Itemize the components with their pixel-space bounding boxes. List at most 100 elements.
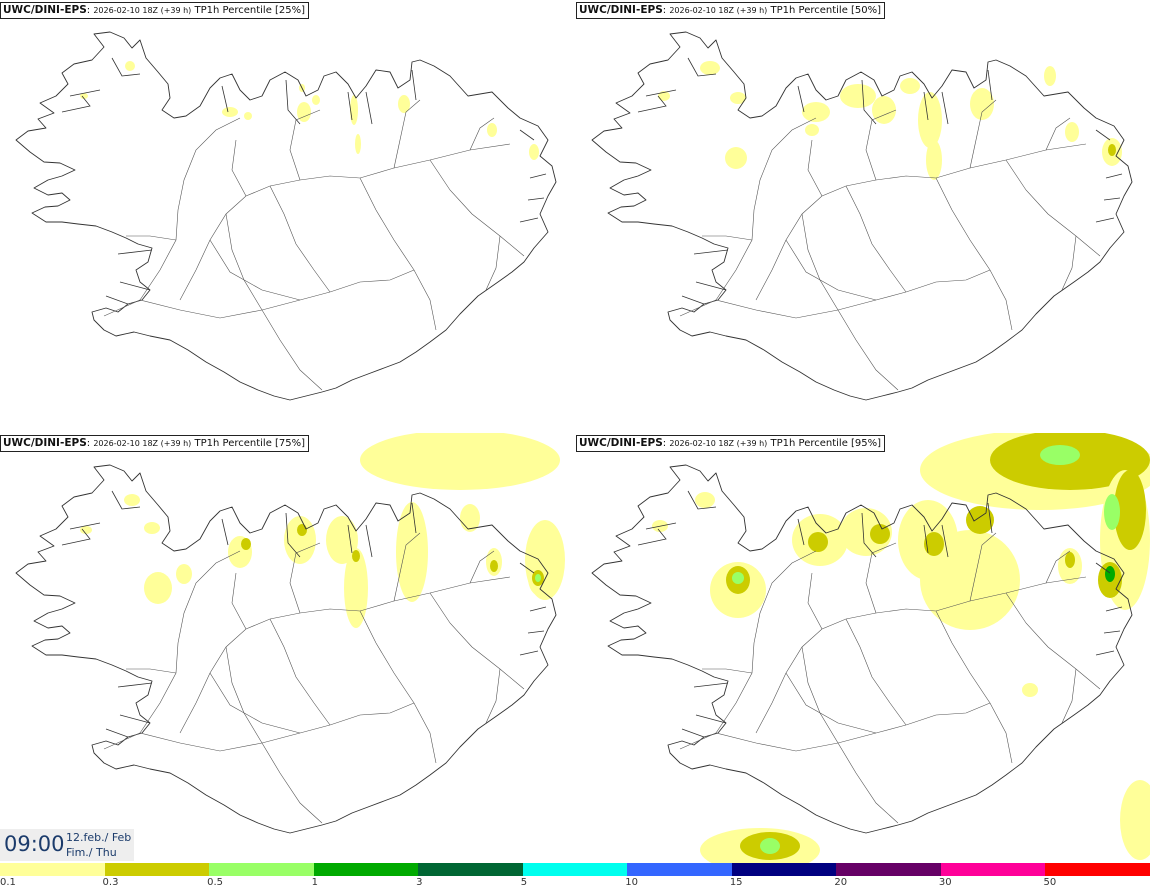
fjord-line xyxy=(365,524,373,558)
precip-area xyxy=(398,95,410,113)
precip-area xyxy=(487,123,497,137)
fjord-line xyxy=(687,490,717,510)
fjord-line xyxy=(1095,562,1111,574)
road xyxy=(785,672,877,734)
road xyxy=(126,235,177,241)
precip-area xyxy=(535,574,541,582)
fjord-line xyxy=(119,714,151,724)
map-panel-p25: UWC/DINI-EPS: 2026-02-10 18Z (+39 h) TP1… xyxy=(0,0,575,432)
run-time: 2026-02-10 18Z (+39 h) xyxy=(93,6,192,15)
colorbar-label: 10 xyxy=(625,877,638,888)
road xyxy=(969,99,997,169)
road xyxy=(865,109,897,181)
road-network xyxy=(61,490,547,824)
road xyxy=(702,668,753,674)
panel-title: UWC/DINI-EPS: 2026-02-10 18Z (+39 h) TP1… xyxy=(576,435,886,452)
fjord-line xyxy=(117,682,153,688)
road xyxy=(289,542,321,614)
precip-area xyxy=(241,538,251,550)
map-panel-p75: UWC/DINI-EPS: 2026-02-10 18Z (+39 h) TP1… xyxy=(0,433,575,865)
precip-area xyxy=(1120,780,1150,860)
precip-area xyxy=(1108,144,1116,156)
precip-area xyxy=(244,112,252,120)
fjord-line xyxy=(411,502,417,534)
coastline xyxy=(591,464,1133,834)
colorbar-swatch xyxy=(940,863,1046,876)
fjord-line xyxy=(105,728,129,738)
precip-area xyxy=(900,78,920,94)
fjord-line xyxy=(527,197,545,201)
fjord-line xyxy=(519,650,539,656)
precip-area xyxy=(732,572,744,584)
road xyxy=(715,550,817,734)
road xyxy=(126,668,177,674)
model-name: UWC/DINI-EPS xyxy=(3,4,87,16)
road-network xyxy=(637,490,1123,824)
precip-area xyxy=(1040,445,1080,465)
precip-area xyxy=(312,95,320,105)
precip-area xyxy=(144,572,172,604)
road xyxy=(329,269,415,293)
road xyxy=(1045,550,1071,584)
precip-area xyxy=(396,502,428,602)
precip-area xyxy=(297,102,311,122)
valid-time-box: 09:00 12.feb./ Feb Fim./ Thu xyxy=(0,829,134,861)
fjord-line xyxy=(61,528,91,546)
precip-colorbar xyxy=(0,863,1150,876)
precip-area xyxy=(222,107,238,117)
precip-area xyxy=(805,124,819,136)
fjord-line xyxy=(687,57,717,77)
fjord-line xyxy=(69,89,101,97)
colorbar-label: 20 xyxy=(834,877,848,888)
road xyxy=(469,117,495,151)
fjord-line xyxy=(285,512,301,558)
fjord-line xyxy=(519,217,539,223)
fjord-line xyxy=(411,69,417,101)
fjord-line xyxy=(519,129,535,141)
fjord-line xyxy=(1103,630,1121,634)
fjord-line xyxy=(861,512,877,558)
fjord-line xyxy=(987,69,993,101)
precip-area xyxy=(918,92,942,148)
precip-area xyxy=(490,560,498,572)
coastline xyxy=(15,464,557,834)
fjord-line xyxy=(285,79,301,125)
precip-area xyxy=(802,102,830,122)
run-time: 2026-02-10 18Z (+39 h) xyxy=(93,439,192,448)
iceland-map xyxy=(15,433,565,834)
fjord-line xyxy=(61,95,91,113)
fjord-line xyxy=(111,57,141,77)
precip-area xyxy=(360,433,560,490)
road xyxy=(429,592,525,690)
fjord-line xyxy=(645,522,677,530)
fjord-line xyxy=(347,91,353,121)
fjord-line xyxy=(529,173,547,179)
precip-area xyxy=(1105,566,1115,582)
precip-area xyxy=(870,524,890,544)
precip-area xyxy=(124,494,140,506)
precip-area xyxy=(80,526,92,534)
fjord-line xyxy=(1105,173,1123,179)
road xyxy=(679,291,907,319)
colorbar-label: 30 xyxy=(938,877,952,888)
fjord-line xyxy=(69,522,101,530)
fjord-line xyxy=(987,502,993,534)
fjord-line xyxy=(529,606,547,612)
fjord-line xyxy=(693,249,729,255)
precip-area xyxy=(872,96,896,124)
precip-area xyxy=(966,506,994,534)
road xyxy=(807,572,823,630)
road xyxy=(139,117,241,301)
fjord-line xyxy=(1103,197,1121,201)
colorbar-swatch xyxy=(313,863,419,876)
colorbar-swatch xyxy=(836,863,941,876)
fjord-line xyxy=(681,728,705,738)
road xyxy=(865,542,897,614)
fjord-line xyxy=(221,85,229,113)
precip-area xyxy=(808,532,828,552)
road xyxy=(359,610,437,764)
precip-area xyxy=(176,564,192,584)
colorbar-label: 0.3 xyxy=(102,877,119,888)
precip-area xyxy=(760,838,780,854)
road xyxy=(225,213,263,311)
